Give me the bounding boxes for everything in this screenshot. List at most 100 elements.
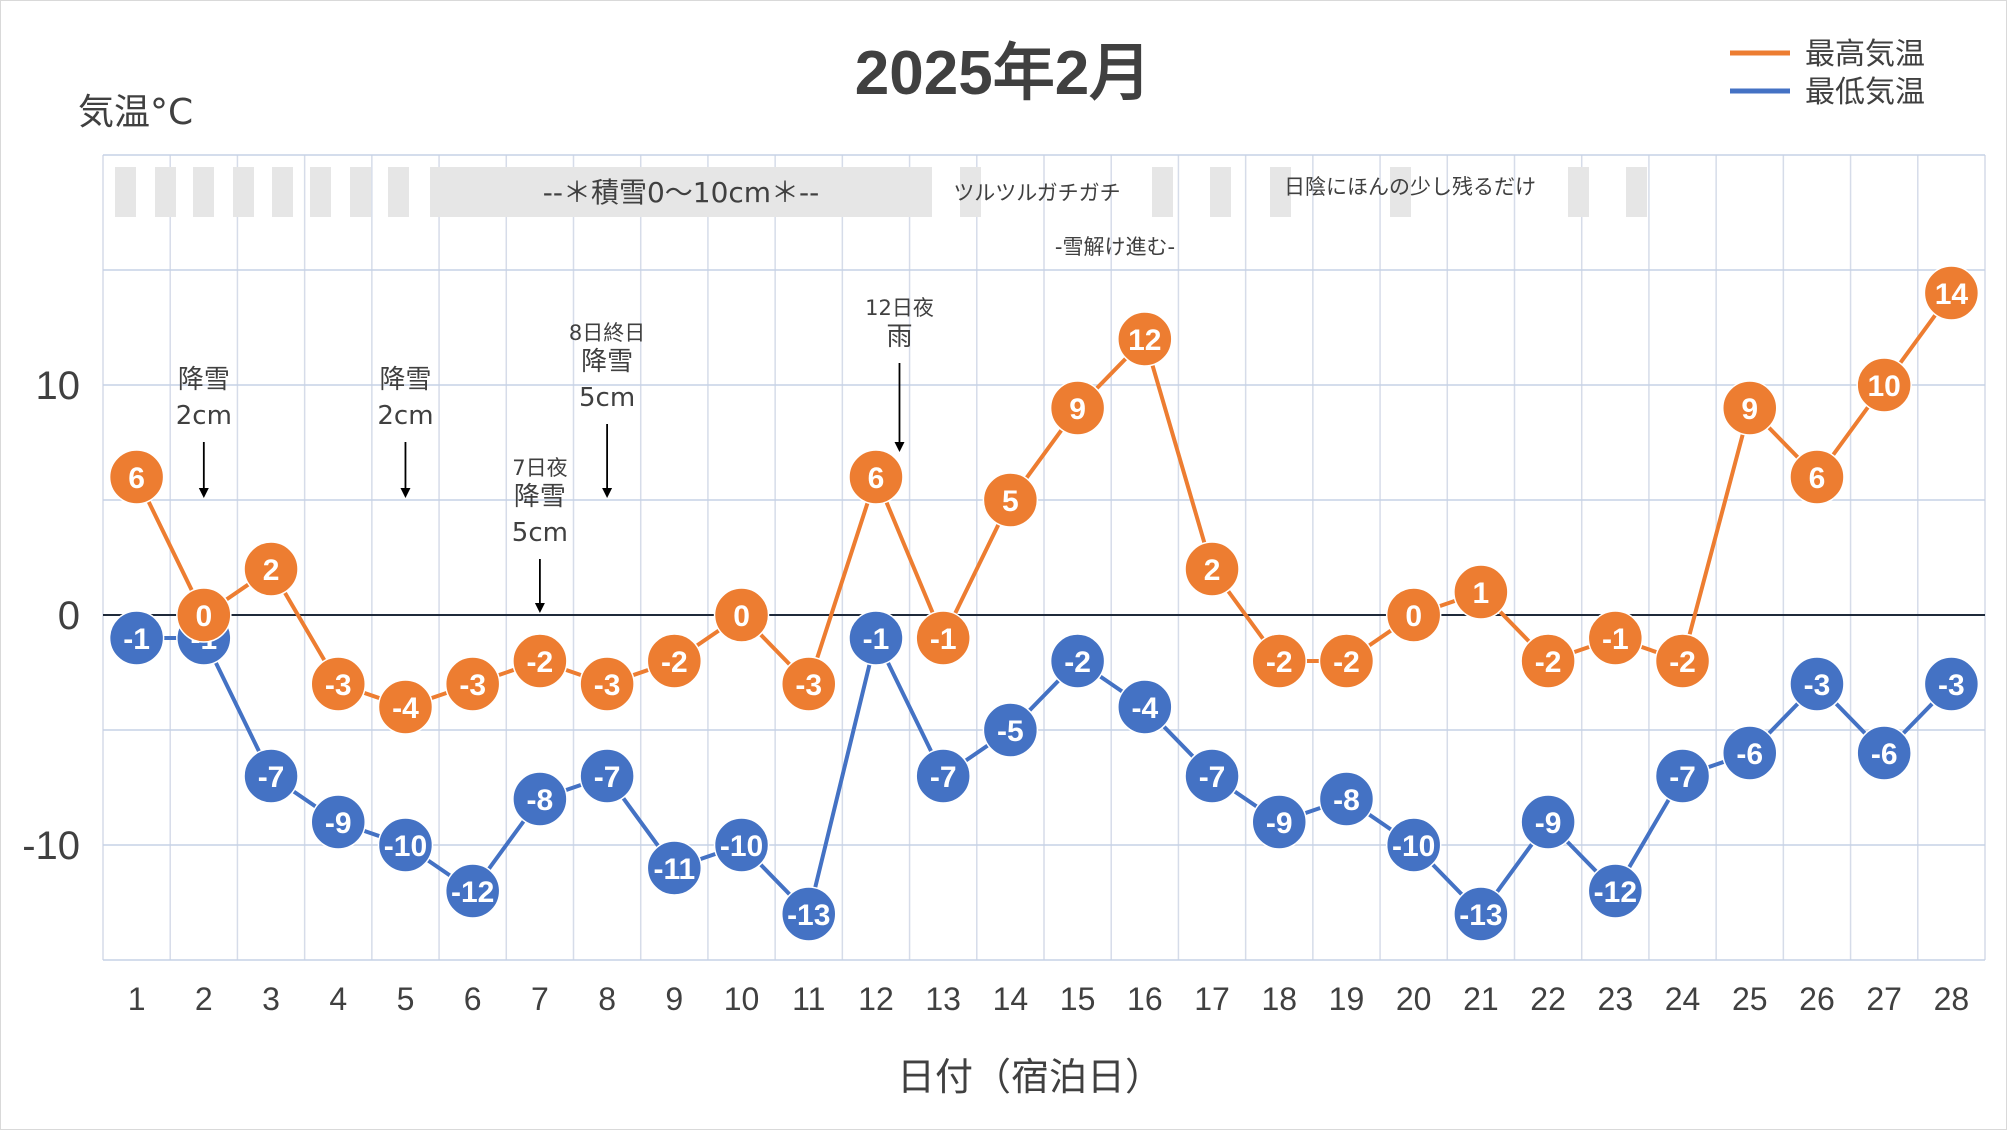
- data-label-low: -13: [1459, 899, 1502, 932]
- data-label-low: -1: [123, 623, 150, 656]
- data-point-high: [1251, 633, 1307, 689]
- y-axis-ticks: 10 0 -10: [22, 364, 80, 868]
- data-label-high: 2: [263, 554, 280, 587]
- data-point-high: [713, 587, 770, 643]
- data-label-high: -1: [930, 623, 957, 656]
- annotation-arrowhead: [400, 488, 411, 498]
- x-tick-label: 10: [724, 981, 760, 1017]
- data-point-low: [1049, 633, 1106, 689]
- x-tick-label: 17: [1194, 981, 1230, 1017]
- snow-segment-label: -雪解け進む-: [1055, 235, 1175, 259]
- x-tick-label: 5: [397, 981, 415, 1017]
- series-line-high: [134, 291, 1954, 709]
- horizontal-gridlines: [103, 154, 1985, 961]
- snow-bar-dash: [310, 167, 331, 217]
- data-label-high: 9: [1069, 393, 1086, 426]
- data-point-high: [646, 633, 703, 689]
- data-point-high: [781, 656, 837, 712]
- data-label-low: -2: [1064, 646, 1091, 679]
- annotation-text: 2cm: [176, 401, 232, 431]
- data-point-high: [512, 633, 568, 689]
- data-point-low: [243, 748, 299, 804]
- snow-bar-label: --＊積雪0～10cm＊--: [543, 176, 820, 209]
- data-label-high: 9: [1741, 393, 1758, 426]
- x-tick-label: 11: [792, 981, 825, 1017]
- x-tick-label: 1: [128, 981, 146, 1017]
- snow-bar-dash: [233, 167, 254, 217]
- snow-segment-label: ツルツルガチガチ: [953, 181, 1120, 205]
- annotation-text: 降雪: [514, 482, 566, 512]
- data-point-low: [1251, 794, 1307, 850]
- data-point-low: [781, 886, 837, 942]
- x-tick-label: 13: [925, 981, 961, 1017]
- data-point-low: [1654, 748, 1711, 804]
- data-series: -1-1-7-9-10-12-8-7-11-10-13-1-7-5-2-4-7-…: [108, 265, 1980, 942]
- data-label-low: -10: [720, 830, 763, 863]
- data-label-low: -13: [787, 899, 830, 932]
- data-label-low: -5: [997, 715, 1024, 748]
- snow-bar-dash: [1568, 167, 1589, 217]
- data-label-high: -2: [527, 646, 554, 679]
- data-label-low: -8: [1333, 784, 1360, 817]
- data-label-high: 14: [1935, 278, 1969, 311]
- data-point-high: [848, 449, 904, 505]
- annotation-text: 5cm: [579, 383, 635, 413]
- data-label-high: 12: [1128, 324, 1161, 357]
- data-point-low: [713, 817, 770, 873]
- series-line-low: [136, 636, 1953, 916]
- snow-bar-dash: [960, 167, 981, 217]
- data-point-high: [310, 656, 366, 712]
- data-point-low: [512, 771, 568, 827]
- data-label-low: -7: [1669, 761, 1696, 794]
- data-label-high: -3: [459, 669, 486, 702]
- data-point-high: [243, 541, 299, 597]
- data-label-high: 0: [733, 600, 750, 633]
- x-tick-label: 21: [1463, 981, 1499, 1017]
- data-label-low: -7: [1199, 761, 1226, 794]
- x-tick-label: 15: [1060, 981, 1096, 1017]
- data-point-high: [1117, 311, 1173, 367]
- data-point-low: [1856, 725, 1912, 781]
- y-axis-label: 気温°C: [78, 92, 193, 133]
- data-point-high: [1184, 541, 1240, 597]
- data-point-high: [915, 610, 971, 666]
- data-point-high: [1318, 633, 1375, 689]
- data-label-high: 10: [1867, 370, 1900, 403]
- data-label-high: -1: [1602, 623, 1629, 656]
- x-tick-label: 7: [531, 981, 549, 1017]
- x-tick-label: 3: [262, 981, 280, 1017]
- x-tick-label: 12: [858, 981, 894, 1017]
- data-point-high: [1587, 610, 1644, 666]
- legend: 最高気温 最低気温: [1730, 37, 1925, 110]
- snow-bar-main: [430, 167, 932, 217]
- data-point-high: [1385, 587, 1442, 643]
- annotation-arrowhead: [534, 603, 545, 613]
- data-label-low: -3: [1804, 669, 1831, 702]
- x-tick-label: 8: [598, 981, 616, 1017]
- x-tick-label: 14: [993, 981, 1029, 1017]
- x-axis-label: 日付（宿泊日）: [897, 1055, 1163, 1099]
- snow-cover-bar: --＊積雪0～10cm＊-- ツルツルガチガチ -雪解け進む- 日陰にほんの少し残るだ…: [115, 167, 1647, 259]
- annotation-text: 8日終日: [569, 321, 645, 345]
- data-point-high: [377, 679, 434, 735]
- y-tick-label: -10: [22, 824, 80, 868]
- data-label-high: 6: [1809, 462, 1826, 495]
- data-point-high: [1453, 564, 1509, 620]
- y-tick-label: 0: [58, 594, 80, 638]
- data-label-low: -7: [594, 761, 621, 794]
- data-label-high: -3: [795, 669, 822, 702]
- data-point-low: [982, 702, 1039, 758]
- snow-bar-dash: [193, 167, 214, 217]
- annotation-text: 7日夜: [512, 456, 567, 480]
- data-point-low: [1117, 679, 1173, 735]
- data-point-low: [848, 610, 904, 666]
- annotation-arrowhead: [602, 488, 613, 498]
- annotation-text: 5cm: [512, 518, 568, 548]
- data-label-low: -10: [384, 830, 427, 863]
- data-point-high: [1856, 357, 1912, 413]
- data-label-low: -1: [863, 623, 890, 656]
- data-point-low: [579, 748, 635, 804]
- annotation-arrowhead: [894, 442, 905, 452]
